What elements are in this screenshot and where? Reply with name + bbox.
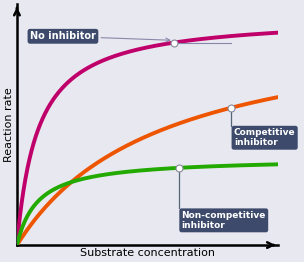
- Y-axis label: Reaction rate: Reaction rate: [4, 87, 14, 162]
- X-axis label: Substrate concentration: Substrate concentration: [80, 248, 215, 258]
- Text: No inhibitor: No inhibitor: [30, 31, 170, 42]
- Text: Non-competitive
inhibitor: Non-competitive inhibitor: [181, 211, 266, 230]
- Text: Competitive
inhibitor: Competitive inhibitor: [234, 128, 295, 148]
